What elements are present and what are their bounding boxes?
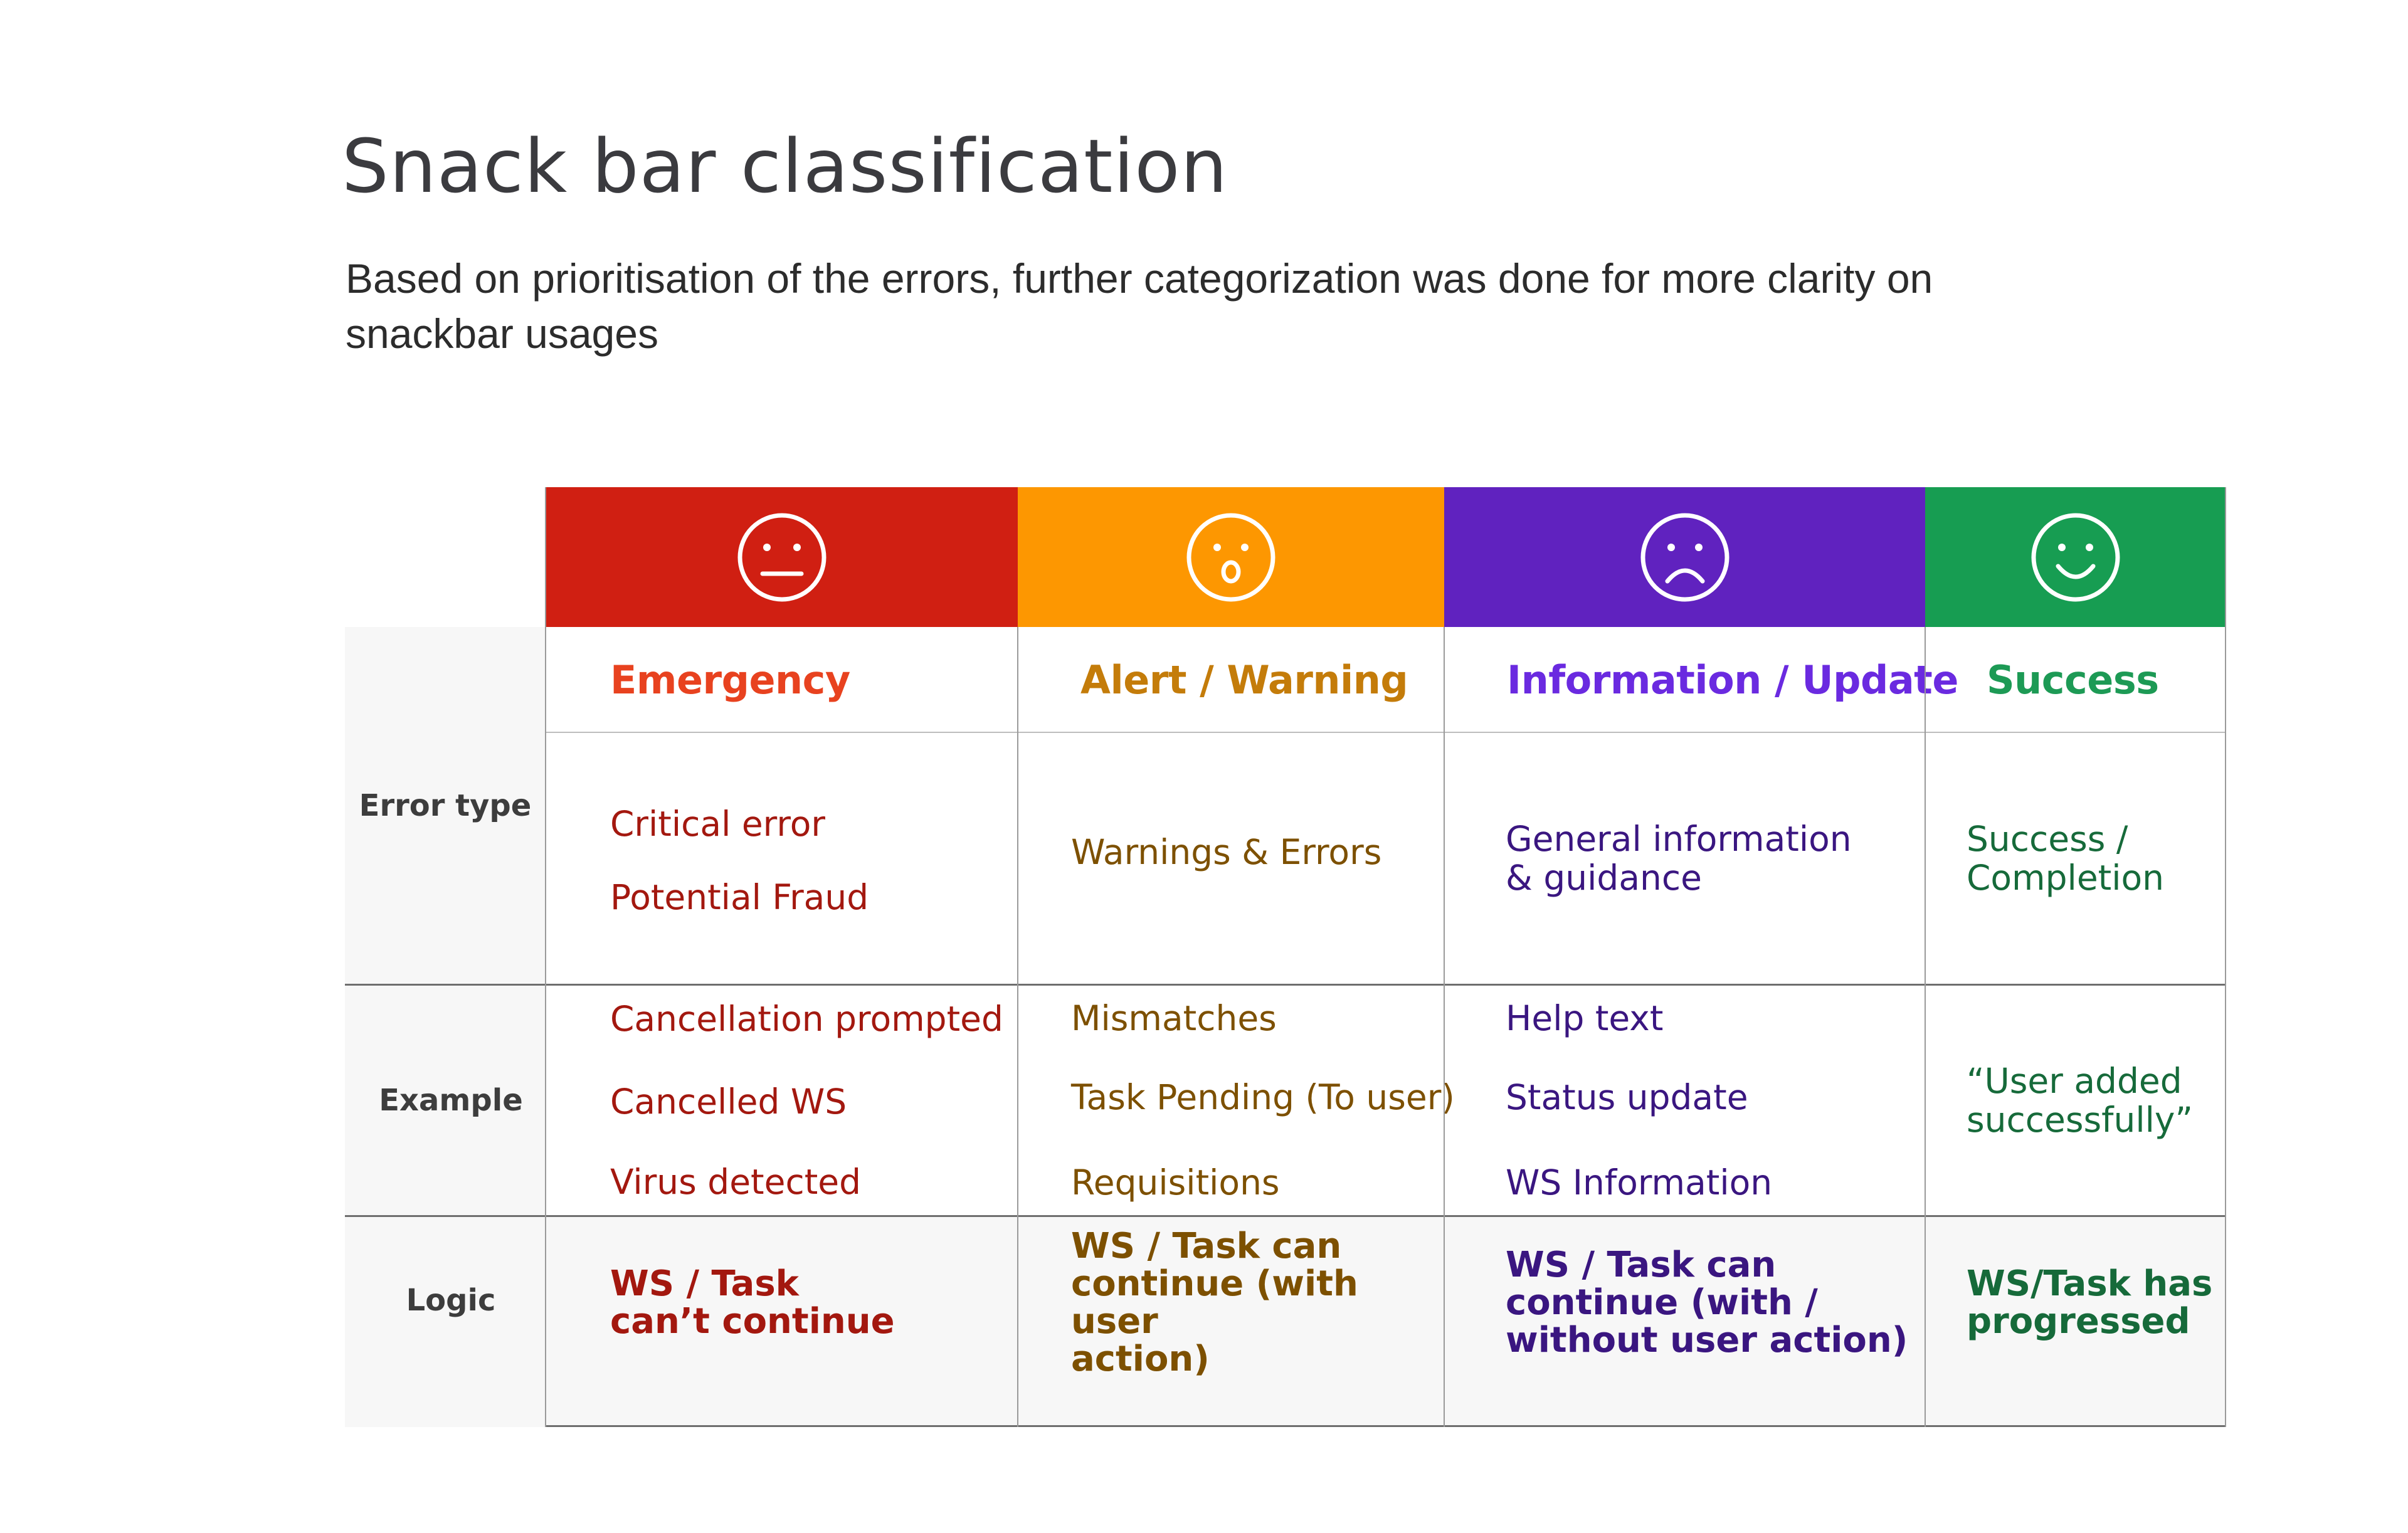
logic-text: WS / Task can’t continue <box>610 1263 895 1342</box>
row-label-logic: Logic <box>406 1283 496 1318</box>
example-item: Help text <box>1506 998 1664 1038</box>
examples-emergency: Cancellation prompted Cancelled WS Virus… <box>546 984 1018 1216</box>
neutral-face-icon <box>737 513 826 601</box>
logic-row-background <box>345 1216 2226 1427</box>
error-type-information: General information & guidance <box>1444 732 1925 984</box>
header-alert <box>1018 487 1444 627</box>
header-emergency <box>546 487 1018 627</box>
category-success: Success <box>1925 627 2226 732</box>
example-item: Status update <box>1506 1077 1748 1117</box>
logic-text: WS / Task can continue (with / without u… <box>1506 1244 1908 1361</box>
smiling-face-icon <box>2031 513 2120 601</box>
column-divider <box>1017 627 1018 1427</box>
logic-information: WS / Task can continue (with / without u… <box>1444 1216 1925 1427</box>
examples-alert: Mismatches Task Pending (To user) Requis… <box>1018 984 1455 1216</box>
examples-success: “User added successfully” <box>1925 984 2226 1216</box>
example-item: “User added successfully” <box>1967 1060 2193 1140</box>
page-subtitle: Based on prioritisation of the errors, f… <box>346 255 1933 357</box>
examples-information: Help text Status update WS Information <box>1444 984 1925 1216</box>
column-divider <box>1925 627 1926 1427</box>
error-type-item: General information & guidance <box>1506 819 1852 898</box>
column-divider <box>545 487 546 1427</box>
sad-face-icon <box>1640 513 1729 601</box>
logic-text: WS / Task can continue (with user action… <box>1071 1225 1358 1379</box>
surprised-face-icon <box>1186 513 1275 601</box>
header-information <box>1444 487 1925 627</box>
row-divider <box>345 984 2226 986</box>
example-item: Mismatches <box>1071 998 1277 1038</box>
error-type-item: Critical error <box>610 803 825 844</box>
example-item: Task Pending (To user) <box>1071 1077 1455 1117</box>
category-information: Information / Update <box>1444 627 1958 732</box>
category-alert: Alert / Warning <box>1018 627 1444 732</box>
classification-table: Error type Example Logic Emergency Alert… <box>345 487 2226 1427</box>
page-title: Snack bar classification <box>342 123 1228 209</box>
example-item: WS Information <box>1506 1162 1773 1203</box>
example-item: Cancelled WS <box>610 1081 847 1122</box>
header-success <box>1925 487 2226 627</box>
error-type-item: Success / Completion <box>1967 819 2165 898</box>
error-type-success: Success / Completion <box>1925 732 2226 984</box>
row-divider <box>546 732 2226 733</box>
logic-alert: WS / Task can continue (with user action… <box>1018 1216 1444 1427</box>
table-bottom-border <box>546 1425 2226 1427</box>
category-name: Alert / Warning <box>1080 656 1408 703</box>
error-type-item: Potential Fraud <box>610 877 869 917</box>
logic-success: WS/Task has progressed <box>1925 1216 2226 1427</box>
row-label-error-type: Error type <box>359 788 532 823</box>
row-divider <box>345 1215 2226 1217</box>
category-name: Success <box>1987 656 2159 703</box>
category-name: Information / Update <box>1507 656 1958 703</box>
column-divider <box>1444 627 1445 1427</box>
table-right-border <box>2225 487 2226 1427</box>
example-item: Virus detected <box>610 1161 862 1202</box>
category-name: Emergency <box>610 656 850 703</box>
category-emergency: Emergency <box>546 627 1018 732</box>
example-item: Cancellation prompted <box>610 998 1003 1039</box>
example-item: Requisitions <box>1071 1162 1280 1203</box>
error-type-alert: Warnings & Errors <box>1018 732 1444 984</box>
error-type-item: Warnings & Errors <box>1071 832 1382 872</box>
logic-text: WS/Task has progressed <box>1967 1263 2213 1342</box>
row-label-example: Example <box>379 1082 523 1118</box>
logic-emergency: WS / Task can’t continue <box>546 1216 1018 1427</box>
error-type-emergency: Critical error Potential Fraud <box>546 732 1018 984</box>
